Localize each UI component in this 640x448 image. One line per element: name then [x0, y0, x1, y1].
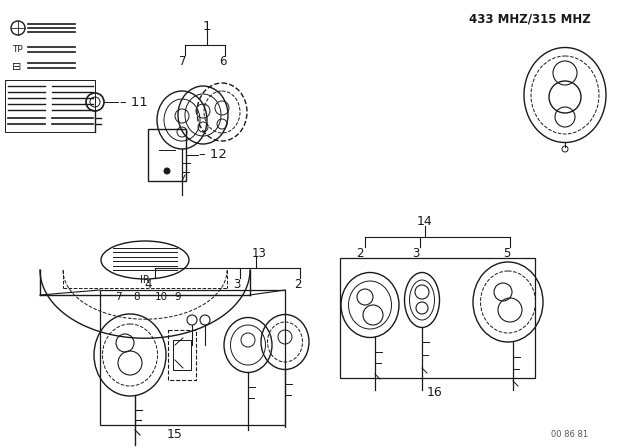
Text: 3: 3	[234, 278, 241, 291]
Text: – 11: – 11	[120, 95, 148, 108]
Text: 14: 14	[417, 215, 433, 228]
Text: 9: 9	[174, 292, 180, 302]
Text: 16: 16	[427, 386, 443, 399]
Text: 2: 2	[294, 278, 301, 291]
Bar	[148, 129, 186, 181]
Text: 1: 1	[203, 20, 211, 33]
Bar	[168, 330, 196, 380]
Bar	[100, 290, 285, 425]
Text: 433 MHZ/315 MHZ: 433 MHZ/315 MHZ	[469, 12, 591, 25]
Text: 4: 4	[144, 278, 152, 291]
Text: 2: 2	[356, 247, 364, 260]
Text: 7: 7	[179, 55, 187, 68]
Text: 15: 15	[167, 428, 183, 441]
Text: 8: 8	[133, 292, 140, 302]
Text: 7: 7	[115, 292, 122, 302]
Text: TP: TP	[12, 46, 23, 55]
Text: 10: 10	[155, 292, 168, 302]
Text: IR: IR	[140, 275, 150, 285]
Bar	[340, 258, 535, 378]
Text: 6: 6	[220, 55, 227, 68]
Circle shape	[164, 168, 170, 174]
Text: 13: 13	[252, 247, 267, 260]
Text: – 12: – 12	[199, 148, 227, 161]
Bar	[5, 80, 95, 132]
Bar	[173, 340, 191, 370]
Text: 00 86 81: 00 86 81	[552, 430, 589, 439]
Text: 5: 5	[503, 247, 511, 260]
Text: ⊟: ⊟	[12, 62, 21, 72]
Text: 3: 3	[412, 247, 420, 260]
